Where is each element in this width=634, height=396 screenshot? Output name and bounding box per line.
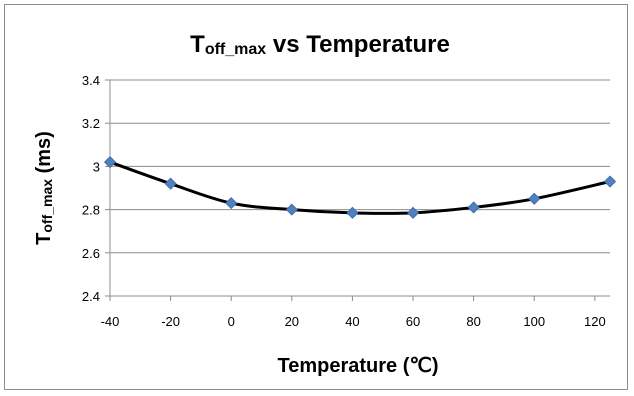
y-axis-label-sub: off_max (39, 179, 55, 233)
y-tick-label: 2.6 (82, 246, 100, 261)
chart-frame (4, 4, 628, 390)
y-axis-label-rest: (ms) (33, 131, 55, 179)
y-tick-label: 3.4 (82, 73, 100, 88)
x-tick-label: 40 (345, 314, 359, 329)
data-point-marker (467, 201, 480, 214)
y-axis-label-main: T (33, 233, 55, 245)
data-point-marker (603, 175, 617, 188)
x-tick-label: 80 (466, 314, 480, 329)
axis-layer: 2.4 2.6 2.8 3 3.2 3.4 -40 -20 0 20 40 60 80 100 120 (82, 73, 610, 329)
x-axis-label: Temperature (℃) (277, 355, 438, 377)
chart-title-rest: vs Temperature (266, 31, 450, 58)
y-tick-label: 3.2 (82, 116, 100, 131)
y-axis-label: Toff_max (ms) (33, 131, 55, 245)
chart-title: Toff_max vs Temperature (190, 31, 450, 58)
data-point-marker (528, 192, 541, 205)
x-tick-label: 20 (285, 314, 299, 329)
x-tick-label: -20 (161, 314, 180, 329)
data-point-marker (103, 156, 117, 169)
label-layer: Toff_max vs Temperature Temperature (℃) … (33, 31, 450, 377)
data-point-marker (406, 206, 420, 219)
data-point-marker (285, 203, 298, 216)
chart-title-main: T (190, 31, 205, 58)
series-layer (103, 156, 617, 219)
x-tick-label: 0 (228, 314, 235, 329)
chart-title-sub: off_max (205, 41, 266, 58)
data-point-marker (346, 206, 359, 219)
data-point-marker (164, 177, 177, 190)
x-tick-label: 120 (584, 314, 606, 329)
series-line (109, 160, 611, 215)
x-tick-label: 60 (406, 314, 420, 329)
x-tick-label: -40 (101, 314, 120, 329)
y-tick-label: 2.8 (82, 203, 100, 218)
y-tick-label: 3 (93, 159, 100, 174)
y-tick-label: 2.4 (82, 289, 100, 304)
x-tick-label: 100 (523, 314, 545, 329)
data-point-marker (225, 197, 238, 210)
